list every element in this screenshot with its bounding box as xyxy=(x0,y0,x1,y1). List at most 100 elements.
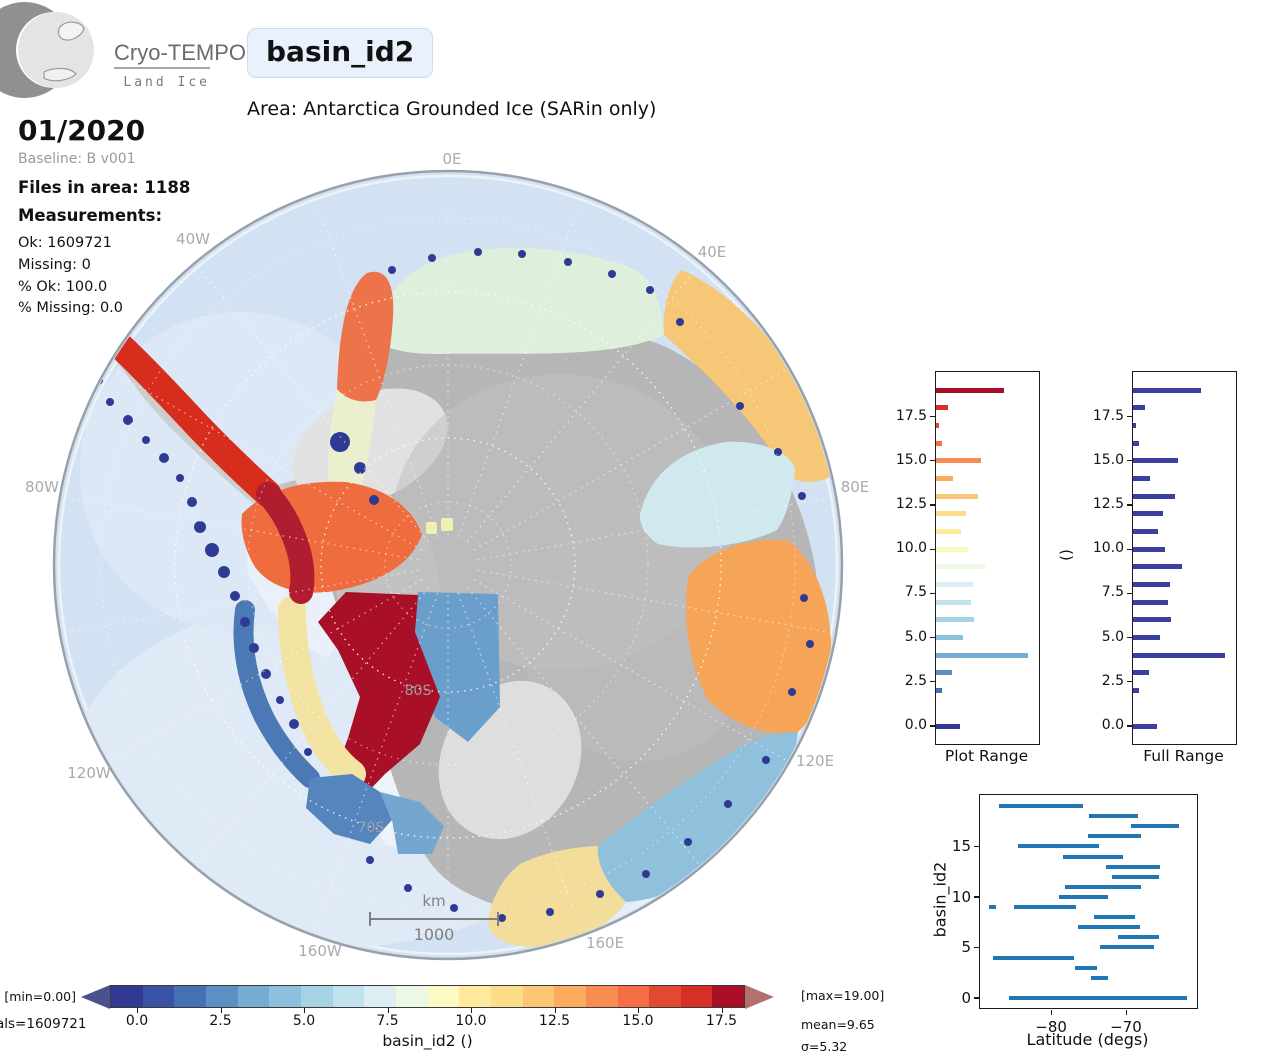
y-tick xyxy=(1127,681,1132,683)
y-tick-label: 10.0 xyxy=(1092,540,1124,557)
colorbar-tick xyxy=(387,1008,389,1013)
scale-bar-value: 1000 xyxy=(414,925,455,944)
files-in-area: Files in area: 1188 xyxy=(18,178,191,197)
lat-segment-basin-9 xyxy=(988,905,996,910)
latitude-scatter: −80 −70 0 5 10 15 xyxy=(952,794,1198,1036)
lat-segment-basin-14 xyxy=(1063,854,1123,859)
basin-peninsula-red xyxy=(98,324,282,508)
colorbar-max-label: [max=19.00] xyxy=(801,988,885,1003)
hist-bar-basin-7 xyxy=(936,599,971,605)
colorbar-tick xyxy=(137,1008,139,1013)
hist-bar-basin-13 xyxy=(936,493,978,499)
logo-subtitle: Land Ice xyxy=(123,75,210,90)
y-tick xyxy=(930,636,935,639)
colorbar-segment-7 xyxy=(332,986,365,1007)
colorbar-segment-10 xyxy=(427,986,460,1007)
hist-bar-basin-5 xyxy=(1133,635,1161,641)
hist-bar-basin-14 xyxy=(936,475,954,481)
hist-bar-basin-6 xyxy=(936,617,974,623)
lat-segment-basin-12 xyxy=(1112,874,1159,879)
plot-range-title: Plot Range xyxy=(944,747,1029,765)
colorbar-tick-label: 7.5 xyxy=(376,1013,399,1029)
basin-topright-sandy xyxy=(663,270,835,482)
x-tick xyxy=(1125,1010,1128,1015)
lat-segment-basin-10 xyxy=(1059,894,1108,899)
hist-bar-basin-9 xyxy=(1133,564,1182,570)
y-tick-label: 10.0 xyxy=(895,540,927,557)
basin-bottomleft-lightblue xyxy=(380,792,444,854)
colorbar-over-arrow xyxy=(745,985,774,1009)
hist-bar-basin-8 xyxy=(936,582,973,588)
basin-bottomright-lightblue xyxy=(597,732,798,902)
scale-bar xyxy=(369,912,499,926)
latitude-labels: 80S 70S xyxy=(358,683,432,836)
basin-top-mint xyxy=(372,248,664,354)
colorbar-tick-label: 15.0 xyxy=(622,1013,654,1029)
scatter-xlabel: Latitude (degs) xyxy=(1026,1030,1149,1049)
lat-segment-basin-13 xyxy=(1105,864,1160,869)
y-tick xyxy=(930,415,935,418)
hist-bar-basin-2 xyxy=(936,688,943,694)
colorbar-tick xyxy=(638,1008,640,1013)
hist-bar-basin-7 xyxy=(1133,599,1168,605)
x-tick xyxy=(1051,1010,1053,1015)
colorbar-segment-17 xyxy=(649,986,681,1007)
y-tick-label: 7.5 xyxy=(1101,584,1124,601)
hist-bar-basin-2 xyxy=(1133,688,1140,694)
lat-segment-basin-19 xyxy=(999,804,1083,808)
colorbar-tick xyxy=(304,1008,306,1013)
lat-segment-basin-3 xyxy=(1075,965,1097,970)
y-tick-label: 2.5 xyxy=(904,672,927,689)
graticule-labels: 0E 40E 80E 120E 160E 160W 120W 80W 40W xyxy=(25,150,869,960)
y-tick xyxy=(1127,504,1132,506)
hist-bar-basin-0 xyxy=(1133,723,1158,729)
colorbar-segment-12 xyxy=(490,986,523,1007)
basin-west-steelblue xyxy=(233,600,320,788)
hist-bar-basin-11 xyxy=(1133,528,1159,534)
y-tick xyxy=(930,592,935,595)
basin-top-palegreen xyxy=(328,389,376,501)
colorbar-segment-16 xyxy=(617,986,650,1007)
lat-label: 80S xyxy=(405,683,432,699)
lat-segment-basin-5 xyxy=(1100,945,1155,950)
hist-bar-basin-5 xyxy=(936,635,964,641)
lon-label: 160W xyxy=(298,942,342,960)
colorbar-segment-19 xyxy=(712,986,745,1007)
measurements-heading: Measurements: xyxy=(18,206,163,225)
hist-bar-basin-18 xyxy=(1133,405,1145,411)
colorbar-tick-label: 17.5 xyxy=(705,1013,738,1029)
lat-segment-basin-2 xyxy=(1090,975,1108,980)
graticule xyxy=(63,175,833,955)
lon-label: 80E xyxy=(841,478,870,496)
lat-segment-basin-0 xyxy=(1009,996,1188,1000)
hist-bar-basin-10 xyxy=(936,546,968,552)
lat-segment-basin-16 xyxy=(1087,834,1141,839)
y-tick xyxy=(1127,592,1132,595)
pct-missing: % Missing: 0.0 xyxy=(18,300,124,316)
hist-bar-basin-3 xyxy=(936,670,952,676)
y-tick xyxy=(1127,725,1132,727)
colorbar-vals-label: vals=1609721 xyxy=(0,1016,87,1032)
date-label: 01/2020 xyxy=(18,114,146,147)
hist-bar-basin-14 xyxy=(1133,475,1151,481)
measurement-specks xyxy=(93,248,814,922)
pct-ok: % Ok: 100.0 xyxy=(18,279,108,295)
hist-bar-basin-8 xyxy=(1133,582,1170,588)
colorbar-segment-13 xyxy=(522,986,555,1007)
colorbar-under-arrow xyxy=(81,985,110,1009)
y-tick xyxy=(974,845,979,848)
colorbar-segment-18 xyxy=(680,986,713,1007)
colorbar-tick-label: 5.0 xyxy=(292,1013,316,1029)
pole-dots xyxy=(426,518,453,534)
y-tick xyxy=(974,896,979,898)
colorbar-mean-label: mean=9.65 xyxy=(801,1017,875,1032)
lon-label: 0E xyxy=(442,150,461,168)
basin-west-khaki xyxy=(278,596,366,788)
lat-segment-basin-4 xyxy=(992,955,1075,960)
colorbar-segment-8 xyxy=(364,986,396,1007)
hist-bar-basin-13 xyxy=(1133,493,1175,499)
lat-segment-basin-7 xyxy=(1078,925,1141,930)
plot-range-histogram: 0.0 2.5 5.0 7.5 10.0 12.5 15.0 17.5 xyxy=(896,371,1040,745)
full-range-title: Full Range xyxy=(1143,747,1224,765)
y-tick-label: 15 xyxy=(951,837,971,856)
